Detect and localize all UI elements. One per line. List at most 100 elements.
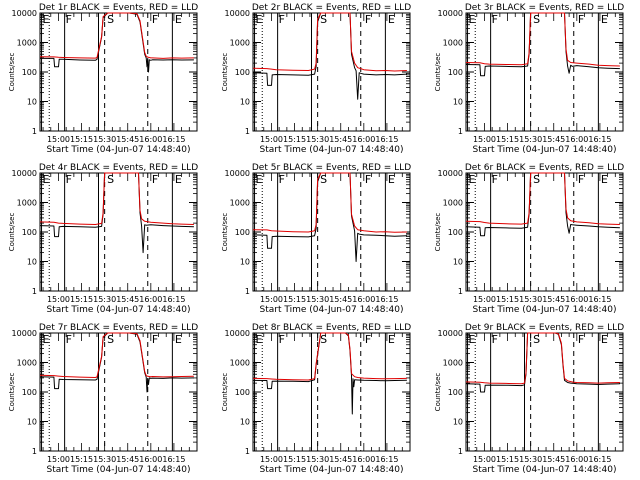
y-tick-label: 1000 (230, 359, 250, 368)
x-tick-label: 15:30 (93, 295, 116, 304)
y-tick-label: 1000 (17, 359, 37, 368)
x-tick-label: 16:00 (139, 455, 162, 464)
chart-panel-2: Det 2r BLACK = Events, RED = LLD 1 10 100 10… (221, 3, 411, 155)
chart-title: Det 5r BLACK = Events, RED = LLD (252, 163, 411, 173)
y-axis-label: Counts/sec (434, 373, 442, 412)
zone-label: E (43, 173, 50, 186)
zone-label: E (175, 13, 182, 26)
zone-label: E (469, 173, 476, 186)
chart-panel-4: Det 4r BLACK = Events, RED = LLD 1 10 100 10… (8, 163, 198, 315)
y-tick-label: 100 (448, 68, 463, 77)
y-tick-label: 100 (22, 228, 37, 237)
x-tick-label: 15:15 (70, 135, 93, 144)
x-tick-label: 15:45 (329, 135, 352, 144)
x-tick-label: 15:45 (116, 455, 139, 464)
zone-label: F (365, 173, 371, 186)
x-axis-label: Start Time (04-Jun-07 14:48:40) (260, 305, 404, 315)
chart-panel-9: Det 9r BLACK = Events, RED = LLD 1 10 100 10… (434, 323, 624, 475)
y-tick-label: 1 (32, 127, 37, 136)
x-axis-label: Start Time (04-Jun-07 14:48:40) (47, 465, 191, 475)
y-tick-label: 1 (245, 287, 250, 296)
x-tick-label: 16:15 (375, 295, 398, 304)
plot-frame (39, 332, 198, 452)
y-tick-label: 1000 (443, 359, 463, 368)
y-tick-label: 10 (27, 98, 37, 107)
x-tick-label: 15:30 (519, 135, 542, 144)
y-tick-label: 100 (235, 388, 250, 397)
zone-label: F (279, 333, 285, 346)
x-tick-label: 16:15 (162, 455, 185, 464)
y-tick-label: 100 (448, 388, 463, 397)
zone-label: E (43, 333, 50, 346)
zone-label: E (256, 13, 263, 26)
plot-frame (39, 172, 198, 292)
x-tick-label: 15:45 (329, 295, 352, 304)
series-lld-line (465, 172, 620, 225)
zone-label: E (469, 333, 476, 346)
zone-label: F (66, 333, 72, 346)
x-tick-label: 15:30 (306, 135, 329, 144)
plot-frame (465, 172, 624, 292)
zone-label: F (578, 333, 584, 346)
y-axis-label: Counts/sec (8, 53, 16, 92)
x-tick-label: 15:45 (542, 455, 565, 464)
zone-label: E (175, 333, 182, 346)
x-tick-label: 16:00 (139, 135, 162, 144)
chart-panel-6: Det 6r BLACK = Events, RED = LLD 1 10 100 10… (434, 163, 624, 315)
y-axis-label: Counts/sec (8, 373, 16, 412)
y-tick-label: 10 (27, 258, 37, 267)
x-tick-label: 15:15 (496, 295, 519, 304)
y-tick-label: 1000 (230, 199, 250, 208)
chart-title: Det 7r BLACK = Events, RED = LLD (39, 323, 198, 333)
chart-title: Det 9r BLACK = Events, RED = LLD (465, 323, 624, 333)
x-tick-label: 16:00 (352, 295, 375, 304)
zone-label: S (320, 333, 327, 346)
series-events-line (40, 12, 194, 73)
chart-title: Det 4r BLACK = Events, RED = LLD (39, 163, 198, 173)
y-tick-label: 1000 (230, 39, 250, 48)
x-tick-label: 15:45 (542, 135, 565, 144)
series-lld-line (465, 332, 620, 385)
x-tick-label: 16:15 (588, 135, 611, 144)
zone-label: F (578, 173, 584, 186)
zone-label: E (43, 13, 50, 26)
zone-label: F (492, 333, 498, 346)
series-events-line (39, 332, 194, 393)
chart-panel-7: Det 7r BLACK = Events, RED = LLD 1 10 100 10… (8, 323, 198, 475)
x-tick-label: 15:15 (496, 135, 519, 144)
y-tick-label: 10000 (438, 329, 463, 338)
zone-label: S (320, 173, 327, 186)
x-tick-label: 16:15 (162, 295, 185, 304)
zone-label: F (279, 13, 285, 26)
zone-label: F (66, 173, 72, 186)
zone-label: S (533, 333, 540, 346)
x-tick-label: 15:00 (260, 135, 283, 144)
zone-label: E (601, 13, 608, 26)
x-tick-label: 15:00 (47, 295, 70, 304)
x-axis-label: Start Time (04-Jun-07 14:48:40) (473, 145, 617, 155)
zone-label: F (279, 173, 285, 186)
y-axis-label: Counts/sec (221, 213, 229, 252)
y-tick-label: 10000 (438, 9, 463, 18)
y-tick-label: 1 (245, 127, 250, 136)
zone-label: E (256, 333, 263, 346)
zone-label: S (107, 13, 114, 26)
y-tick-label: 1 (458, 127, 463, 136)
plot-frame (465, 12, 624, 132)
y-tick-label: 100 (22, 68, 37, 77)
series-events-line (252, 332, 407, 415)
x-tick-label: 16:15 (588, 455, 611, 464)
x-tick-label: 15:30 (519, 455, 542, 464)
series-lld-line (252, 12, 407, 72)
y-tick-label: 1 (32, 287, 37, 296)
x-tick-label: 15:45 (329, 455, 352, 464)
zone-label: F (492, 173, 498, 186)
series-events-line (465, 12, 620, 77)
plot-frame (465, 332, 624, 452)
zone-label: F (492, 13, 498, 26)
series-lld-line (252, 172, 407, 233)
x-tick-label: 16:15 (375, 455, 398, 464)
chart-title: Det 2r BLACK = Events, RED = LLD (252, 3, 411, 13)
x-axis-label: Start Time (04-Jun-07 14:48:40) (473, 305, 617, 315)
